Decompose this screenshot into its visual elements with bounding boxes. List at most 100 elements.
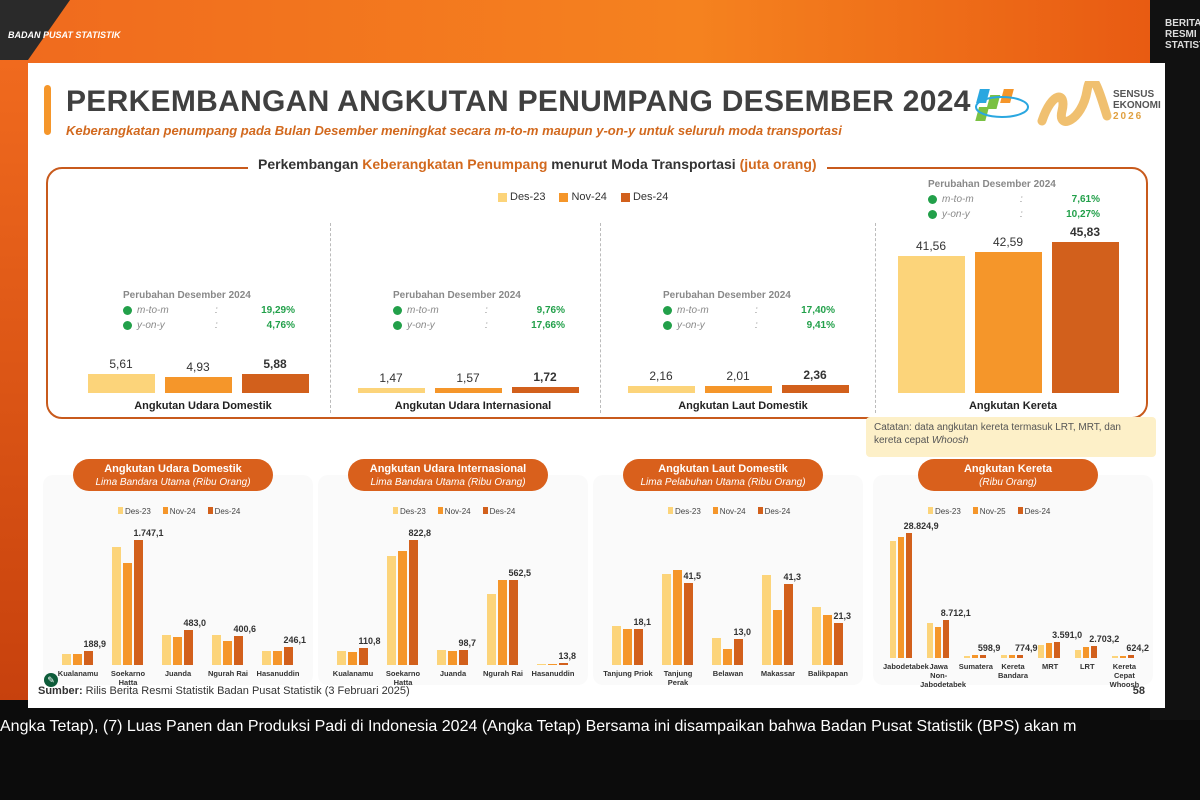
bar-value-label: 483,0: [183, 618, 207, 629]
side-label: BERITA RESMI STATISTIK: [1165, 18, 1200, 51]
yoy-row: y-on-y: 4,76%: [123, 318, 295, 333]
bar: [347, 652, 357, 665]
category-label: Makassar: [760, 669, 796, 678]
bar: [111, 546, 121, 665]
bar: [633, 629, 643, 665]
bar: [508, 579, 518, 665]
yoy-row: y-on-y: 9,41%: [663, 318, 835, 333]
change-label: y-on-y: [407, 320, 435, 331]
bar-value-label: 41,5: [683, 571, 702, 582]
change-value: 9,76%: [536, 305, 565, 316]
main-chart-title: Perkembangan Keberangkatan Penumpang men…: [248, 156, 827, 172]
separator: :: [485, 305, 488, 316]
bar-value-label: 2.703,2: [1089, 634, 1120, 645]
mtm-row: m-to-m: 7,61%: [928, 192, 1100, 207]
bar: [122, 563, 132, 665]
bar-value-label: 41,56: [915, 238, 947, 253]
edit-icon[interactable]: ✎: [44, 673, 58, 687]
bar-value-label: 98,7: [458, 638, 477, 648]
bar: [283, 647, 293, 665]
bar-value-label: 18,1: [633, 617, 652, 628]
bar-value-label: 246,1: [283, 635, 307, 646]
category-label: Jabodetabek: [883, 662, 929, 671]
bar: [536, 664, 546, 665]
bar: [722, 649, 732, 665]
bar: [233, 636, 243, 665]
group-divider: [875, 223, 876, 413]
legend-swatch: [437, 507, 443, 514]
chart-title: Angkutan Kereta: [963, 463, 1053, 475]
bar: [733, 639, 743, 665]
bar: [897, 537, 904, 658]
bar-value-label: 21,3: [833, 611, 852, 622]
bar: [272, 651, 282, 665]
bar-value-label: 774,9: [1015, 642, 1038, 653]
bar-value-label: 562,5: [508, 567, 532, 578]
legend-swatch: [928, 507, 933, 514]
legend-swatch: [498, 192, 507, 202]
bar: [783, 583, 793, 665]
bar-value-label: 3.591,0: [1052, 630, 1083, 641]
up-arrow-icon: [123, 306, 132, 315]
bar: [83, 651, 93, 665]
bar: [1120, 656, 1127, 658]
bar: [705, 386, 772, 393]
bar: [782, 385, 849, 393]
mtm-row: m-to-m: 9,76%: [393, 303, 565, 318]
category-label: Kereta Bandara: [997, 662, 1028, 680]
legend-swatch: [1017, 507, 1023, 514]
legend-swatch: [757, 507, 763, 514]
separator: :: [1020, 194, 1023, 205]
legend-swatch: [712, 507, 718, 514]
category-label: Ngurah Rai: [482, 669, 523, 678]
bar: [1112, 655, 1119, 658]
legend-item: Des-24: [482, 507, 515, 516]
bar-value-label: 13,0: [733, 627, 752, 638]
bar: [1009, 654, 1015, 658]
bar: [358, 648, 368, 665]
bar: [161, 634, 171, 665]
legend-item: Des-23: [118, 507, 151, 516]
legend-swatch: [668, 507, 673, 514]
change-label: m-to-m: [942, 194, 974, 205]
bar-value-label: 822,8: [408, 528, 432, 538]
bar: [889, 540, 896, 658]
bar-value-label: 28.824,9: [903, 521, 939, 531]
bar: [1083, 646, 1090, 658]
change-label: m-to-m: [137, 305, 169, 316]
category-label: Tanjung Priok: [603, 669, 653, 678]
bar: [772, 610, 782, 665]
chart-subtitle: (Ribu Orang): [979, 477, 1037, 488]
legend-item: Des-23: [498, 191, 545, 203]
bar: [811, 607, 821, 665]
category-label: Tanjung Perak: [663, 669, 693, 687]
bar: [558, 662, 568, 665]
category-label: Juanda: [439, 669, 467, 678]
category-label: LRT: [1079, 662, 1095, 671]
bar: [133, 540, 143, 665]
category-label: Belawan: [712, 669, 744, 678]
category-label: Hasanuddin: [531, 669, 575, 678]
bar: [447, 651, 457, 665]
separator: :: [215, 305, 218, 316]
bar: [979, 655, 986, 658]
bar-value-label: 2,16: [649, 368, 673, 383]
up-arrow-icon: [393, 321, 402, 330]
bar: [1052, 241, 1119, 393]
up-arrow-icon: [123, 321, 132, 330]
change-label: y-on-y: [942, 209, 970, 220]
up-arrow-icon: [663, 321, 672, 330]
category-label: Sumatera: [958, 662, 993, 671]
change-label: y-on-y: [677, 320, 705, 331]
category-label: Kualanamu: [57, 669, 99, 678]
change-box: Perubahan Desember 2024 m-to-m: 7,61% y-on-…: [928, 177, 1100, 222]
chart-subtitle: Lima Bandara Utama (Ribu Orang): [95, 477, 251, 488]
legend-item: Des-24: [620, 191, 668, 203]
bar: [926, 623, 933, 658]
bar: [1038, 644, 1045, 658]
small-chart-title: Angkutan Kereta (Ribu Orang): [918, 459, 1098, 491]
up-arrow-icon: [928, 210, 937, 219]
bar: [397, 551, 407, 665]
bar: [1128, 655, 1135, 658]
category-label: Jawa Non-Jabodetabek: [920, 662, 966, 689]
